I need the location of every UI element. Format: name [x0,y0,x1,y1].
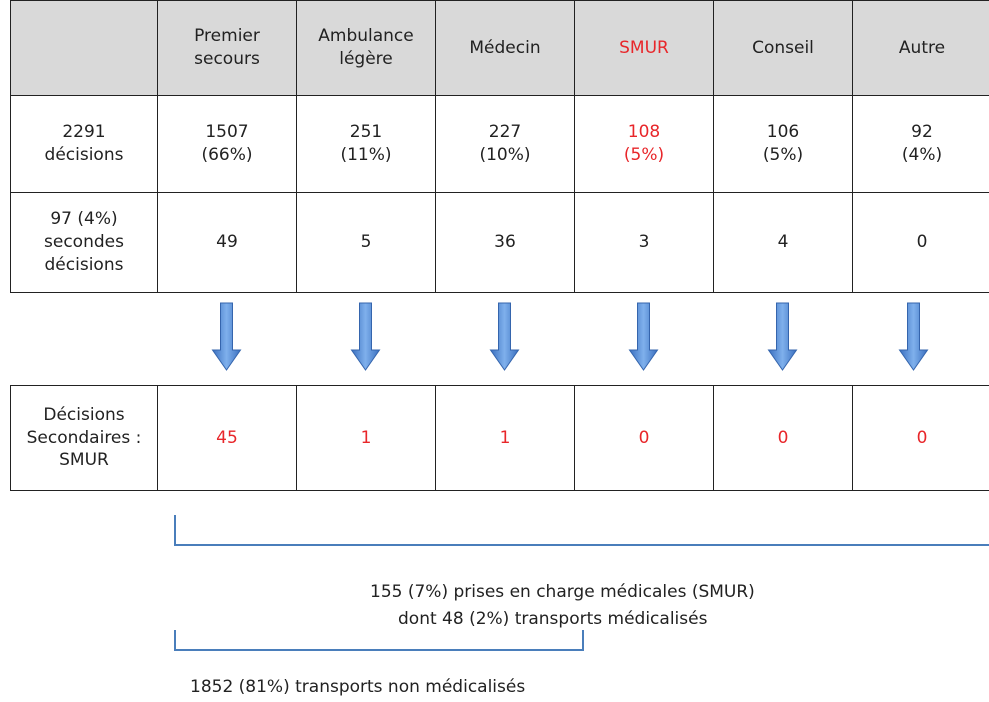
column-header: SMUR [574,0,714,96]
arrow [767,302,798,371]
table-cell: 0 [852,385,989,491]
note-smur-transport: dont 48 (2%) transports médicalisés [398,609,708,629]
table-cell: 5 [296,192,436,293]
table-cell: 0 [852,192,989,293]
table-cell: 0 [713,385,853,491]
row-label: 97 (4%) secondes décisions [10,192,158,293]
arrow [211,302,242,371]
table-cell: 4 [713,192,853,293]
arrows [211,302,929,371]
arrow [489,302,520,371]
arrow [350,302,381,371]
row-label: 2291 décisions [10,95,158,193]
note-non-medical: 1852 (81%) transports non médicalisés [190,677,526,697]
arrow [628,302,659,371]
table-cell: 0 [574,385,714,491]
row-label: Décisions Secondaires : SMUR [10,385,158,491]
table-cell: 227 (10%) [435,95,575,193]
table-cell: 1507 (66%) [157,95,297,193]
table-cell: 251 (11%) [296,95,436,193]
bracket-non-medical [174,630,584,651]
column-header: Premier secours [157,0,297,96]
table-cell: 49 [157,192,297,293]
table-cell: 92 (4%) [852,95,989,193]
bracket-smur [174,515,989,546]
table-cell: 106 (5%) [713,95,853,193]
note-smur-total: 155 (7%) prises en charge médicales (SMU… [370,582,755,602]
table-cell: 3 [574,192,714,293]
table-cell: 1 [296,385,436,491]
column-header: Conseil [713,0,853,96]
arrow [898,302,929,371]
column-header: Médecin [435,0,575,96]
column-header: Autre [852,0,989,96]
column-header: Ambulance légère [296,0,436,96]
table-cell: 108 (5%) [574,95,714,193]
header-corner [10,0,158,96]
table-cell: 36 [435,192,575,293]
table-cell: 45 [157,385,297,491]
table-cell: 1 [435,385,575,491]
